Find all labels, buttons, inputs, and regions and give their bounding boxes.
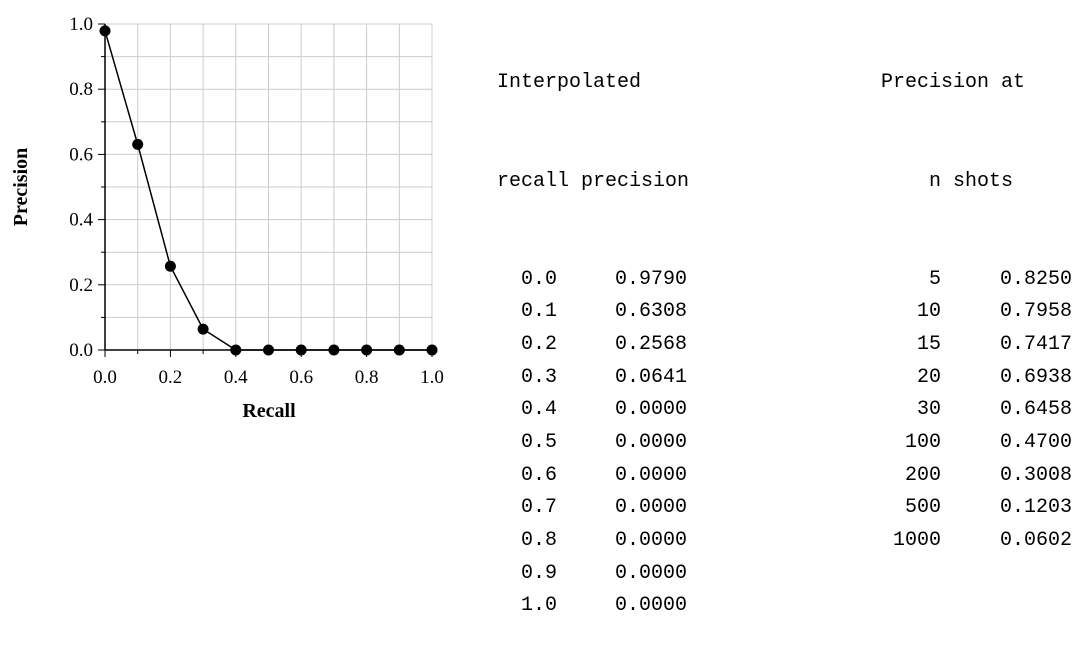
x-tick-label: 0.6: [289, 367, 313, 388]
interpolated-header-line1: Interpolated: [497, 71, 642, 95]
recall-cell: 0.3: [520, 365, 557, 389]
data-point: [328, 344, 340, 356]
precision-cell: 0.0641: [614, 365, 687, 389]
y-tick-label: 0.0: [69, 340, 93, 361]
table-row: 0.1 0.6308: [497, 296, 689, 329]
precision-cell: 0.6308: [614, 300, 687, 324]
x-axis-label: Recall: [242, 400, 296, 422]
recall-cell: 0.2: [520, 332, 557, 356]
recall-cell: 0.0: [520, 267, 557, 291]
data-point: [230, 344, 242, 356]
shots-n-cell: 30: [916, 398, 941, 422]
y-tick-label: 0.4: [69, 210, 93, 231]
table-row: 100 0.4700: [881, 427, 1072, 460]
precision-cell: 0.7417: [999, 332, 1072, 356]
data-point: [426, 344, 438, 356]
shots-n-cell: 10: [916, 300, 941, 324]
data-point: [197, 323, 209, 335]
shots-n-cell: 1000: [892, 529, 941, 553]
recall-cell: 0.9: [520, 561, 557, 585]
data-point: [263, 344, 274, 356]
table-row: 200 0.3008: [881, 460, 1072, 493]
table-row: 0.2 0.2568: [497, 329, 689, 362]
shots-n-cell: 200: [904, 463, 941, 487]
chart-grid: [105, 23, 433, 350]
table-row: 5 0.8250: [881, 264, 1072, 297]
recall-cell: 0.7: [520, 496, 557, 520]
x-tick-label: 0.2: [159, 367, 183, 388]
table-row: 0.7 0.0000: [497, 492, 689, 525]
shots-n-cell: 100: [904, 431, 941, 455]
shots-n-cell: 20: [916, 365, 941, 389]
table-row: 30 0.6458: [881, 394, 1072, 427]
shots-n-cell: 15: [916, 332, 941, 356]
table-row: 0.6 0.0000: [497, 460, 689, 493]
x-tick-label: 0.8: [355, 367, 379, 388]
precision-cell: 0.8250: [999, 267, 1072, 291]
data-point: [295, 344, 307, 356]
y-tick-label: 0.8: [69, 79, 93, 100]
precision-cell: 0.3008: [999, 463, 1072, 487]
table-row: 0.5 0.0000: [497, 427, 689, 460]
recall-cell: 0.5: [520, 431, 557, 455]
table-row: 1000 0.0602: [881, 525, 1072, 558]
precision-cell: 0.6458: [999, 398, 1072, 422]
precision-cell: 0.9790: [614, 267, 687, 291]
precision-cell: 0.1203: [999, 496, 1072, 520]
precision-cell: 0.4700: [999, 431, 1072, 455]
table-row: 500 0.1203: [881, 492, 1072, 525]
interpolated-precision-table: Interpolated recall precision 0.0 0.9790 0…: [497, 2, 689, 656]
precision-cell: 0.6938: [999, 365, 1072, 389]
shots-n-cell: 500: [904, 496, 941, 520]
precision-cell: 0.0602: [999, 529, 1072, 553]
table-row: 0.3 0.0641: [497, 362, 689, 395]
precision-cell: 0.0000: [614, 594, 687, 618]
recall-cell: 0.8: [520, 529, 557, 553]
precision-cell: 0.0000: [614, 529, 687, 553]
precision-cell: 0.0000: [614, 496, 687, 520]
data-point: [164, 260, 176, 272]
table-row: 0.0 0.9790: [497, 264, 689, 297]
y-tick-label: 0.6: [69, 144, 93, 165]
recall-cell: 1.0: [520, 594, 557, 618]
shots-header-line1: Precision at: [881, 71, 1026, 95]
table-row: 0.9 0.0000: [497, 558, 689, 591]
data-point: [132, 138, 144, 150]
precision-cell: 0.0000: [614, 561, 687, 585]
y-axis-label: Precision: [10, 148, 32, 227]
y-tick-label: 1.0: [69, 14, 93, 35]
data-point: [99, 25, 111, 37]
y-tick-label: 0.2: [69, 275, 93, 296]
precision-recall-chart: 0.0 0.2 0.4 0.6 0.8 1.0 0.0 0.2 0.4 0.6 0.8 1.0 Rec…: [10, 14, 444, 422]
table-row: 15 0.7417: [881, 329, 1072, 362]
table-row: 10 0.7958: [881, 296, 1072, 329]
table-row: 0.4 0.0000: [497, 394, 689, 427]
recall-cell: 0.6: [520, 463, 557, 487]
table-row: 0.8 0.0000: [497, 525, 689, 558]
shots-precision-table: Precision at n shots 5 0.8250 10 0.7958 15 0.…: [881, 2, 1072, 590]
precision-cell: 0.0000: [614, 463, 687, 487]
interpolated-header-line2: recall precision: [497, 169, 690, 193]
x-tick-label: 0.4: [224, 367, 248, 388]
table-row: 1.0 0.0000: [497, 590, 689, 623]
shots-rows: 5 0.8250 10 0.7958 15 0.7417 20 0.6938 30 0.6458 1…: [881, 264, 1072, 558]
x-tick-label: 0.0: [93, 367, 117, 388]
recall-cell: 0.4: [520, 398, 557, 422]
precision-cell: 0.2568: [614, 332, 687, 356]
precision-cell: 0.0000: [614, 431, 687, 455]
interpolated-rows: 0.0 0.9790 0.1 0.6308 0.2 0.2568 0.3 0.0641 0.4 0…: [497, 264, 689, 624]
shots-header-line2: n shots: [929, 169, 1014, 193]
chart-ticks: 0.0 0.2 0.4 0.6 0.8 1.0 0.0 0.2 0.4 0.6 0.8 1.0: [69, 14, 444, 388]
precision-cell: 0.0000: [614, 398, 687, 422]
shots-n-cell: 5: [928, 267, 941, 291]
data-point: [393, 344, 405, 356]
data-point: [361, 344, 373, 356]
x-tick-label: 1.0: [420, 367, 444, 388]
precision-cell: 0.7958: [999, 300, 1072, 324]
table-row: 20 0.6938: [881, 362, 1072, 395]
chart-series: [99, 25, 438, 356]
recall-cell: 0.1: [520, 300, 557, 324]
